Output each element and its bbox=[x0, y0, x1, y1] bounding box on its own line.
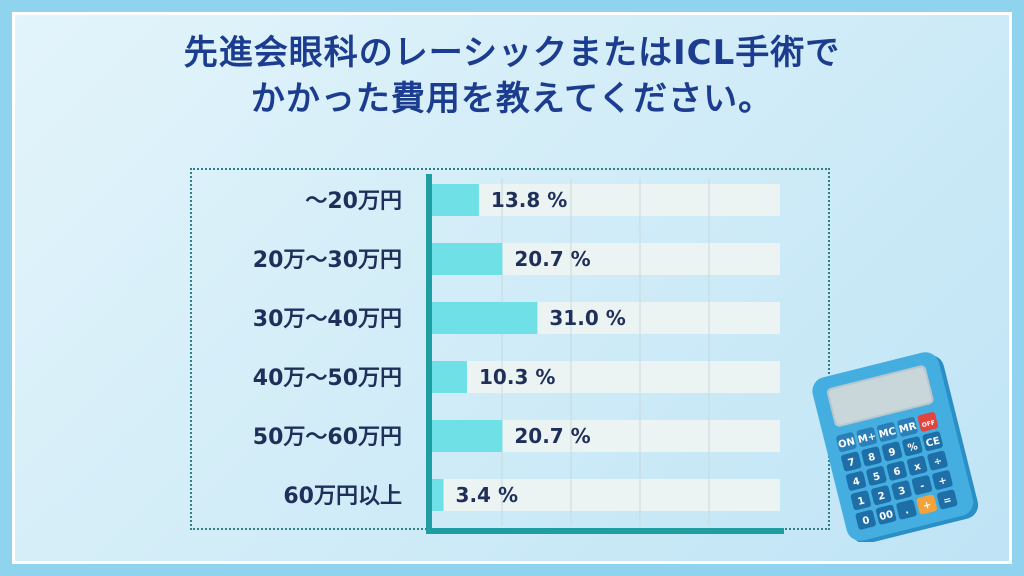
calculator-key-label: MC bbox=[878, 426, 897, 441]
calculator-key-label: + bbox=[937, 475, 948, 488]
calculator-key-label: 7 bbox=[847, 457, 856, 469]
calculator-key bbox=[911, 475, 933, 495]
y-axis-line bbox=[426, 174, 432, 530]
category-label: 60万円以上 bbox=[283, 484, 402, 509]
value-label: 31.0 % bbox=[549, 306, 625, 330]
category-label: 30万〜40万円 bbox=[253, 307, 402, 332]
category-label: 20万〜30万円 bbox=[253, 248, 402, 273]
calculator-key bbox=[850, 490, 872, 511]
calculator-key-label: + bbox=[922, 500, 933, 513]
calculator-key bbox=[876, 422, 898, 442]
calculator-key-label: 8 bbox=[867, 452, 876, 464]
bar bbox=[432, 361, 468, 393]
category-label: 40万〜50万円 bbox=[253, 366, 402, 391]
calculator-key-label: ÷ bbox=[933, 456, 944, 469]
bar-tracks bbox=[432, 184, 780, 511]
calculator-key-label: 9 bbox=[888, 447, 897, 459]
calculator-key-label: . bbox=[904, 505, 910, 517]
calculator-key-label: MR bbox=[898, 421, 918, 436]
axis bbox=[426, 174, 784, 534]
calculator-key bbox=[927, 450, 948, 471]
calculator-key bbox=[902, 436, 923, 457]
calculator-key-label: 6 bbox=[892, 466, 901, 478]
calculator-key bbox=[871, 485, 892, 506]
bar-track bbox=[432, 184, 780, 216]
gridlines bbox=[501, 178, 710, 526]
calculator-key-label: 3 bbox=[897, 485, 906, 497]
calculator-key-label: 0 bbox=[861, 515, 870, 527]
calculator-key-label: 00 bbox=[878, 509, 894, 523]
bars bbox=[432, 184, 538, 511]
calculator-key bbox=[836, 432, 857, 452]
bar bbox=[432, 420, 503, 452]
calculator-key bbox=[855, 509, 876, 530]
calculator-key bbox=[861, 446, 882, 467]
calculator-key-label: CE bbox=[925, 436, 942, 450]
value-label: 13.8 % bbox=[491, 188, 567, 212]
calculator-key bbox=[891, 480, 912, 500]
value-label: 20.7 % bbox=[514, 424, 590, 448]
calculator-key bbox=[881, 441, 903, 462]
calculator-key-label: 2 bbox=[877, 491, 886, 503]
calculator-key bbox=[937, 489, 958, 510]
calculator-key bbox=[845, 471, 867, 491]
value-label: 3.4 % bbox=[456, 483, 518, 507]
chart-title: 先進会眼科のレーシックまたはICL手術で かかった費用を教えてください。 bbox=[0, 30, 1024, 122]
calculator-key bbox=[917, 412, 939, 432]
calculator-key-label: OFF bbox=[921, 419, 936, 429]
calculator-key-label: 5 bbox=[872, 471, 881, 483]
category-label: 50万〜60万円 bbox=[253, 425, 402, 450]
value-label: 20.7 % bbox=[514, 247, 590, 271]
calculator-key bbox=[856, 427, 877, 447]
calculator-key bbox=[875, 504, 897, 525]
calculator-key-label: ON bbox=[837, 436, 856, 451]
title-line-2: かかった費用を教えてください。 bbox=[250, 79, 774, 119]
calculator-key bbox=[932, 470, 953, 490]
calculator-key bbox=[907, 455, 928, 476]
calculator-key bbox=[886, 460, 907, 481]
bar bbox=[432, 184, 479, 216]
calculator-key bbox=[922, 431, 943, 451]
category-labels: 〜20万円 20万〜30万円 30万〜40万円 40万〜50万円 50万〜60万円 60万… bbox=[253, 189, 402, 509]
calculator-key bbox=[916, 494, 938, 515]
calculator-key bbox=[866, 466, 887, 486]
category-label: 〜20万円 bbox=[305, 189, 402, 214]
calculator-key-label: - bbox=[919, 481, 926, 493]
bar bbox=[432, 479, 444, 511]
calculator-key-label: % bbox=[907, 441, 919, 454]
bar-track bbox=[432, 479, 780, 511]
calculator-key bbox=[897, 417, 918, 437]
calculator-key-label: = bbox=[942, 495, 953, 508]
x-axis-line bbox=[426, 528, 784, 534]
calculator-key bbox=[896, 499, 917, 520]
calculator-key-label: 1 bbox=[857, 496, 866, 508]
calculator-key-label: x bbox=[913, 461, 922, 473]
title-line-1: 先進会眼科のレーシックまたはICL手術で bbox=[183, 33, 841, 73]
bar bbox=[432, 243, 503, 275]
value-labels: 13.8 % 20.7 % 31.0 % 10.3 % 20.7 % 3.4 % bbox=[456, 188, 626, 507]
value-label: 10.3 % bbox=[479, 365, 555, 389]
bar-track bbox=[432, 361, 780, 393]
calculator-key bbox=[841, 451, 862, 472]
calculator-key-label: M+ bbox=[857, 431, 877, 446]
bar bbox=[432, 302, 538, 334]
calculator-key-label: 4 bbox=[852, 476, 861, 488]
